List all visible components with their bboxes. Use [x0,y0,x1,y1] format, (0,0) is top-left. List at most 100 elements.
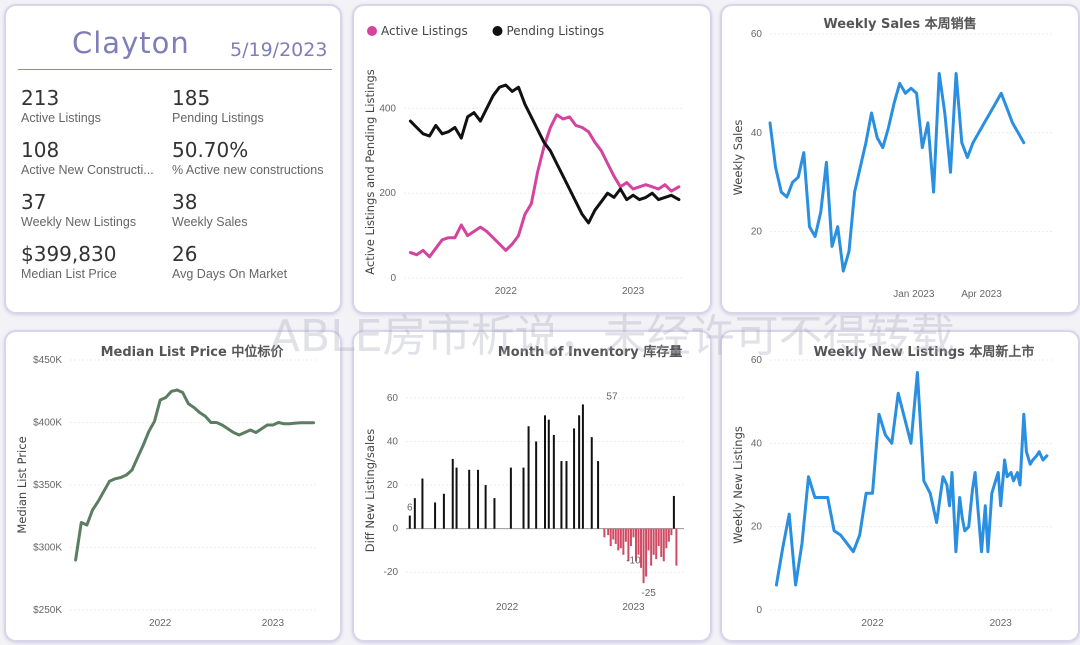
kpi-weekly-new-listings: 37 Weekly New Listings [21,190,181,230]
bar [560,461,563,529]
bar [578,415,581,529]
bar [413,498,416,529]
x-tick-label: 2022 [149,618,172,629]
median-price-chart-card: $250K $300K $350K $400K $450K 2022 2023 Median … [4,330,342,642]
bar [634,528,637,562]
bar [650,528,653,566]
bar [647,528,650,551]
x-tick-label: 2022 [496,602,519,613]
median-price-chart: $250K $300K $350K $400K $450K 2022 2023 Median … [15,344,318,629]
data-label: 57 [606,391,618,402]
kpi-avg-days-on-market: 26 Avg Days On Market [172,242,332,282]
bar [535,441,538,529]
kpi-label: Weekly Sales [172,215,248,229]
bar [629,528,632,547]
bar [581,404,584,529]
y-tick-label: 20 [751,227,763,238]
city-title: Clayton [72,26,190,60]
bar [590,437,593,529]
kpi-value: 50.70% [172,138,249,162]
y-tick-label: $250K [33,605,62,616]
kpi-value: 108 [21,138,60,162]
data-label: 6 [407,503,413,514]
y-tick-label: $450K [33,355,62,366]
x-tick-label: 2022 [861,618,884,629]
bar [632,528,635,538]
bar [655,528,658,560]
kpi-label: Active New Constructi... [21,163,154,177]
bar [451,458,454,529]
bar [657,528,660,547]
series-line [408,83,681,225]
y-tick-label: 40 [387,436,399,447]
bar [477,469,480,529]
bar [624,528,627,542]
legend-label: Pending Listings [507,24,605,38]
y-tick-label: -20 [384,567,399,578]
bar [522,467,525,529]
weekly-new-listings-chart: 0 20 40 60 2022 2023 Weekly New Listings Weekly… [731,344,1052,629]
listings-chart: 0 200 400 2022 2023 Active Listings and Pendi… [363,24,684,297]
y-tick-label: 20 [751,522,763,533]
kpi-card: Clayton 5/19/2023 213 Active Listings 18… [4,4,342,314]
bar [667,528,670,542]
y-tick-label: 60 [751,355,763,366]
kpi-value: $399,830 [21,242,117,266]
bar [552,434,555,529]
bar [609,528,612,547]
bar [637,528,640,555]
months-inventory-chart: -20 0 20 40 60 2022 2023 Diff New Listing/sales… [363,344,684,613]
x-tick-label: 2023 [990,618,1013,629]
y-tick-label: 0 [392,524,398,535]
y-tick-label: 0 [390,273,396,284]
bar [672,495,675,529]
x-tick-label: Jan 2023 [893,289,935,300]
y-tick-label: 40 [751,438,763,449]
y-axis-label: Active Listings and Pending Listings [363,69,377,275]
kpi-value: 213 [21,86,60,110]
kpi-label: Weekly New Listings [21,215,137,229]
listings-chart-card: 0 200 400 2022 2023 Active Listings and Pendi… [352,4,712,314]
bar [645,528,648,577]
series-line [768,72,1026,273]
kpi-active-new-construction: 108 Active New Constructi... [21,138,156,178]
bar [660,528,663,557]
y-tick-label: $300K [33,543,62,554]
bar [662,528,665,562]
chart-title: Weekly Sales 本周销售 [823,16,976,32]
kpi-label: Avg Days On Market [172,267,288,281]
chart-title: Median List Price 中位标价 [101,344,285,360]
kpi-pending-listings: 185 Pending Listings [172,86,332,126]
bar [675,528,678,566]
weekly-new-listings-chart-card: 0 20 40 60 2022 2023 Weekly New Listings Weekly… [720,330,1080,642]
bar [434,502,437,529]
kpi-label: Pending Listings [172,111,264,125]
kpi-label: % Active new constructions [172,163,324,177]
bar [573,428,576,529]
chart-title: Weekly New Listings 本周新上市 [814,344,1035,360]
bar [622,528,625,555]
bar [665,528,668,549]
chart-title: Month of Inventory 库存量 [498,344,682,360]
bar [614,528,617,544]
y-tick-label: 20 [387,480,399,491]
legend-marker [492,26,503,36]
bar [421,478,424,529]
bar [468,469,471,529]
bar [544,415,546,529]
bar [509,467,512,529]
legend-marker [367,26,377,36]
y-tick-label: 60 [387,393,399,404]
bar [408,515,411,529]
x-tick-label: 2023 [622,602,645,613]
bar [642,528,645,584]
kpi-weekly-sales: 38 Weekly Sales [172,190,332,230]
legend-label: Active Listings [381,24,468,38]
y-axis-label: Weekly New Listings [731,426,745,544]
bar [455,467,458,529]
y-tick-label: $400K [33,418,62,429]
x-tick-label: 2022 [495,286,518,297]
weekly-sales-chart: 20 40 60 Jan 2023 Apr 2023 Weekly Sales Weekly… [731,16,1052,300]
kpi-value: 38 [172,190,198,214]
weekly-sales-chart-card: 20 40 60 Jan 2023 Apr 2023 Weekly Sales Weekly… [720,4,1080,314]
